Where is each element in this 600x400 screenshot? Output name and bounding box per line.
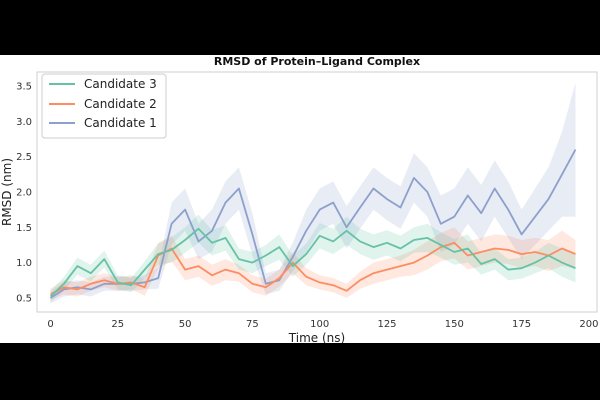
band-candidate-3	[50, 214, 576, 303]
x-tick-label: 200	[579, 319, 598, 330]
line-candidate-2	[50, 241, 576, 296]
x-tick-label: 125	[377, 319, 396, 330]
line-candidate-3	[49, 227, 576, 298]
y-tick-label: 0.5	[16, 293, 32, 304]
x-tick-label: 75	[246, 319, 259, 330]
x-tick-label: 50	[179, 319, 192, 330]
legend-label-candidate-3: Candidate 3	[84, 77, 157, 91]
chart-legend: Candidate 3 Candidate 2 Candidate 1	[41, 73, 167, 139]
legend-label-candidate-2: Candidate 2	[84, 97, 157, 111]
x-axis-label: Time (ns)	[288, 331, 345, 343]
band-candidate-1	[50, 82, 576, 304]
line-candidate-1	[50, 149, 577, 299]
series-lines	[49, 149, 577, 299]
y-tick-label: 3.0	[16, 117, 32, 128]
y-tick-label: 1.5	[16, 223, 32, 234]
x-tick-label: 100	[310, 319, 329, 330]
x-axis-ticks: 0 25 50 75 100 125 150 175 200	[47, 319, 598, 330]
y-axis-label: RMSD (nm)	[0, 158, 14, 226]
y-tick-label: 1.0	[16, 258, 32, 269]
rmsd-line-chart: RMSD of Protein–Ligand Complex 0 25 50 75 10…	[0, 55, 598, 343]
y-tick-label: 3.5	[16, 82, 32, 93]
x-tick-label: 175	[512, 319, 531, 330]
x-tick-label: 25	[111, 319, 124, 330]
y-tick-label: 2.0	[16, 188, 32, 199]
x-tick-label: 150	[445, 319, 464, 330]
chart-title: RMSD of Protein–Ligand Complex	[214, 55, 420, 68]
legend-label-candidate-1: Candidate 1	[84, 116, 157, 130]
figure-panel: RMSD of Protein–Ligand Complex 0 25 50 75 10…	[0, 55, 600, 343]
y-tick-label: 2.5	[16, 152, 32, 163]
plot-area-frame	[36, 71, 598, 313]
y-axis-ticks: 0.5 1.0 1.5 2.0 2.5 3.0 3.5	[16, 82, 32, 305]
x-tick-label: 0	[47, 319, 53, 330]
